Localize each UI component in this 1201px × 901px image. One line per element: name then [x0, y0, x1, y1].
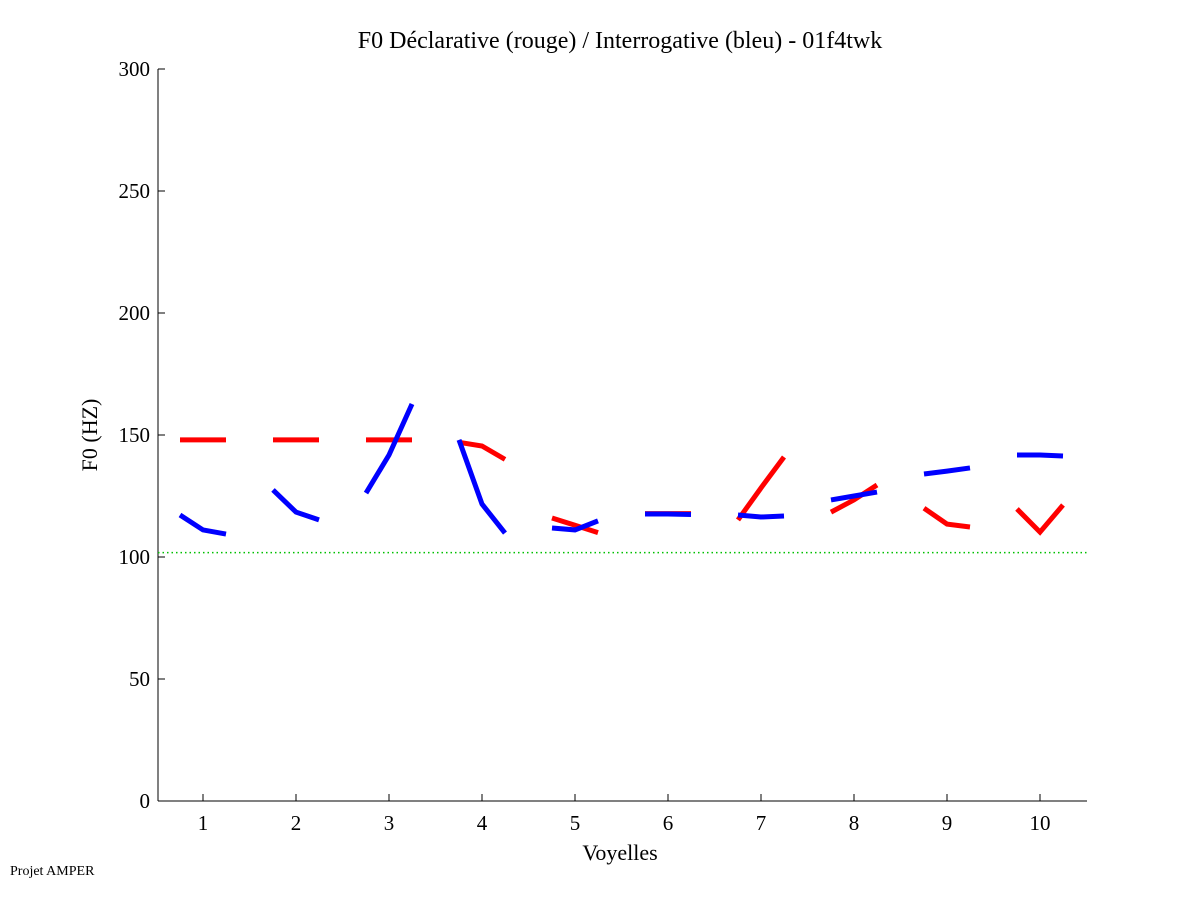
f0-segment-vowel-10 — [1017, 452, 1064, 459]
x-tick-label: 7 — [756, 811, 767, 835]
x-tick-label: 2 — [291, 811, 302, 835]
y-tick-label: 0 — [140, 789, 151, 813]
f0-segment-vowel-2 — [271, 488, 320, 523]
y-tick-label: 50 — [129, 667, 150, 691]
f0-segment-vowel-8 — [830, 489, 878, 503]
f0-segment-vowel-5 — [551, 518, 599, 533]
f0-segment-vowel-4 — [458, 439, 507, 462]
f0-segment-vowel-9 — [923, 465, 971, 477]
y-tick-label: 150 — [119, 423, 151, 447]
y-tick-label: 250 — [119, 179, 151, 203]
f0-segment-vowel-7 — [735, 455, 787, 522]
f0-segment-vowel-8 — [829, 482, 879, 515]
f0-segment-vowel-7 — [737, 512, 785, 520]
x-tick-label: 9 — [942, 811, 953, 835]
f0-segment-vowel-3 — [363, 402, 415, 495]
f0-segment-vowel-9 — [922, 506, 971, 530]
chart-title: F0 Déclarative (rouge) / Interrogative (… — [358, 28, 882, 54]
x-tick-label: 5 — [570, 811, 581, 835]
footer-credit: Projet AMPER — [10, 864, 95, 879]
y-tick-label: 100 — [119, 545, 151, 569]
series-declarative — [180, 437, 1065, 536]
x-tick-label: 8 — [849, 811, 860, 835]
x-tick-label: 3 — [384, 811, 395, 835]
f0-segment-vowel-4 — [456, 439, 507, 535]
series-interrogative — [178, 402, 1064, 537]
x-tick-label: 1 — [198, 811, 209, 835]
y-axis-label: F0 (HZ) — [77, 399, 102, 472]
y-tick-label: 200 — [119, 301, 151, 325]
f0-segment-vowel-10 — [1015, 503, 1065, 536]
y-tick-label: 300 — [119, 57, 151, 81]
x-tick-label: 6 — [663, 811, 674, 835]
x-tick-label: 10 — [1030, 811, 1051, 835]
f0-segment-vowel-1 — [178, 512, 227, 537]
x-axis-label: Voyelles — [582, 840, 657, 865]
x-tick-label: 4 — [477, 811, 488, 835]
f0-segment-vowel-5 — [551, 515, 599, 535]
